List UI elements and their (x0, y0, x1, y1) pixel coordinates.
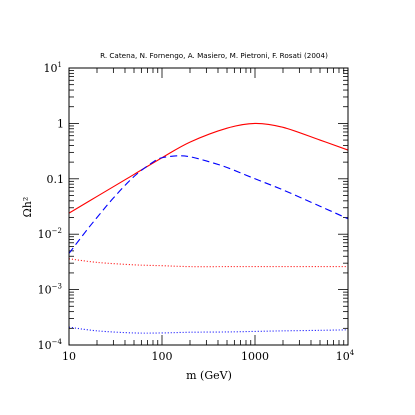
x-axis-label: m (GeV) (186, 369, 232, 382)
x-tick-label: 1000 (241, 350, 269, 363)
y-tick-label: 0.1 (47, 173, 65, 186)
x-tick-label: 100 (152, 350, 173, 363)
ticks: 10 100 1000 104 10−4 10−3 10−2 0.1 1 101 (38, 61, 355, 363)
series-group (68, 122, 349, 334)
series-line-4-dotted (68, 326, 349, 334)
x-tick-label: 104 (336, 349, 355, 363)
y-axis-label: Ωh² (21, 197, 34, 218)
y-tick-label: 10−4 (38, 338, 63, 352)
plot-frame (68, 67, 349, 346)
y-tick-label: 10−2 (38, 227, 62, 241)
y-tick-label: 101 (44, 61, 62, 75)
series-line-3-dotted (68, 258, 348, 268)
series-line-2-dashed (68, 155, 349, 254)
x-tick-label: 10 (62, 350, 76, 363)
y-tick-label: 1 (57, 117, 64, 130)
series-line-1-solid (68, 122, 349, 214)
chart-title: R. Catena, N. Fornengo, A. Masiero, M. P… (100, 51, 328, 60)
y-tick-label: 10−3 (38, 283, 62, 297)
